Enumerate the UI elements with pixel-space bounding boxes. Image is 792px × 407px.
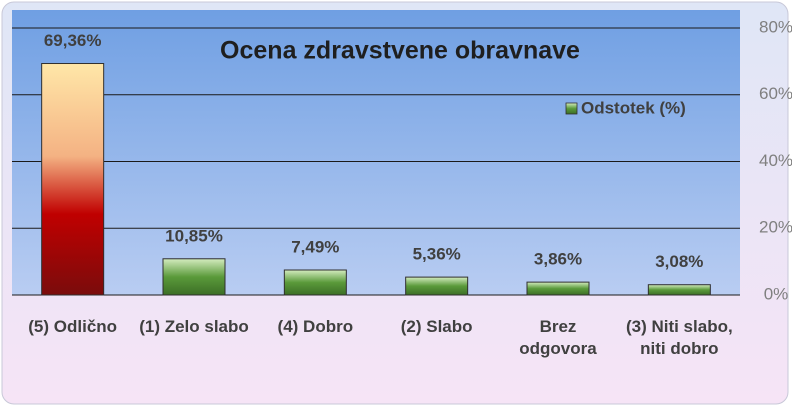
y-tick-label: 40% bbox=[759, 151, 792, 170]
data-label: 10,85% bbox=[165, 226, 223, 245]
bar bbox=[647, 284, 711, 296]
data-label: 69,36% bbox=[44, 31, 102, 50]
y-tick-label: 0% bbox=[764, 284, 789, 303]
y-tick-label: 20% bbox=[759, 218, 792, 237]
x-tick-label: Brez odgovora bbox=[519, 317, 597, 358]
bar bbox=[162, 258, 226, 296]
y-tick-label: 80% bbox=[759, 17, 792, 36]
bar bbox=[41, 63, 105, 296]
data-label: 3,86% bbox=[534, 250, 582, 269]
bar bbox=[405, 276, 469, 296]
data-label: 3,08% bbox=[655, 252, 703, 271]
plot-area bbox=[12, 10, 740, 295]
y-tick-label: 60% bbox=[759, 84, 792, 103]
x-tick-label: (2) Slabo bbox=[400, 317, 473, 336]
legend-swatch bbox=[565, 102, 578, 115]
x-tick-label: (1) Zelo slabo bbox=[139, 317, 249, 336]
data-label: 5,36% bbox=[413, 245, 461, 264]
x-tick-label: (3) Niti slabo, niti dobro bbox=[625, 317, 733, 358]
chart-title: Ocena zdravstvene obravnave bbox=[220, 37, 580, 65]
legend-label: Odstotek (%) bbox=[581, 98, 686, 117]
x-tick-label: (5) Odlično bbox=[28, 317, 118, 336]
bar bbox=[526, 281, 590, 296]
bar bbox=[283, 269, 347, 296]
data-label: 7,49% bbox=[291, 237, 339, 256]
x-tick-label: (4) Dobro bbox=[277, 317, 354, 336]
